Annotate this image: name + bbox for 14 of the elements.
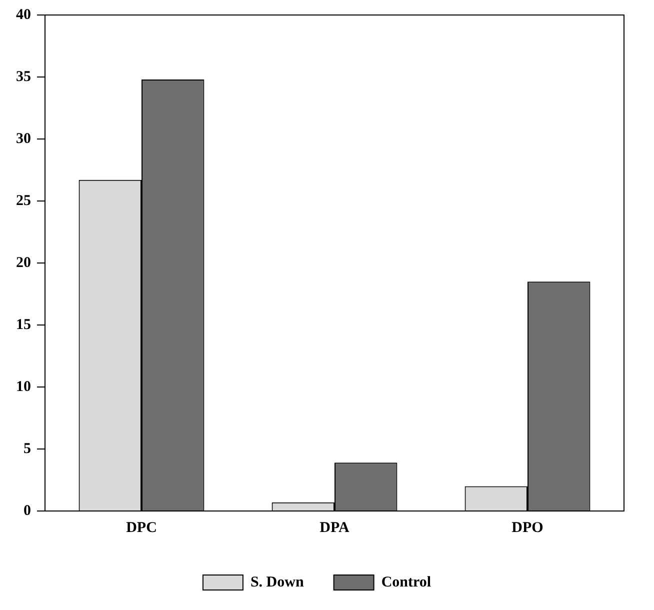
x-tick-label: DPO	[512, 520, 544, 536]
y-tick-label: 25	[16, 192, 31, 209]
y-tick-label: 0	[24, 502, 31, 519]
y-tick-label: 10	[16, 378, 31, 395]
x-tick-label: DPA	[320, 520, 350, 536]
y-tick-label: 15	[16, 316, 31, 333]
y-tick-label: 5	[24, 440, 31, 457]
x-tick-label: DPC	[126, 520, 157, 536]
y-tick-label: 20	[16, 254, 31, 271]
y-tick-label: 30	[16, 130, 31, 147]
legend-label: Control	[381, 574, 432, 590]
y-tick-label: 40	[16, 6, 31, 23]
legend-label: S. Down	[250, 574, 304, 590]
y-tick-label: 35	[16, 68, 31, 85]
